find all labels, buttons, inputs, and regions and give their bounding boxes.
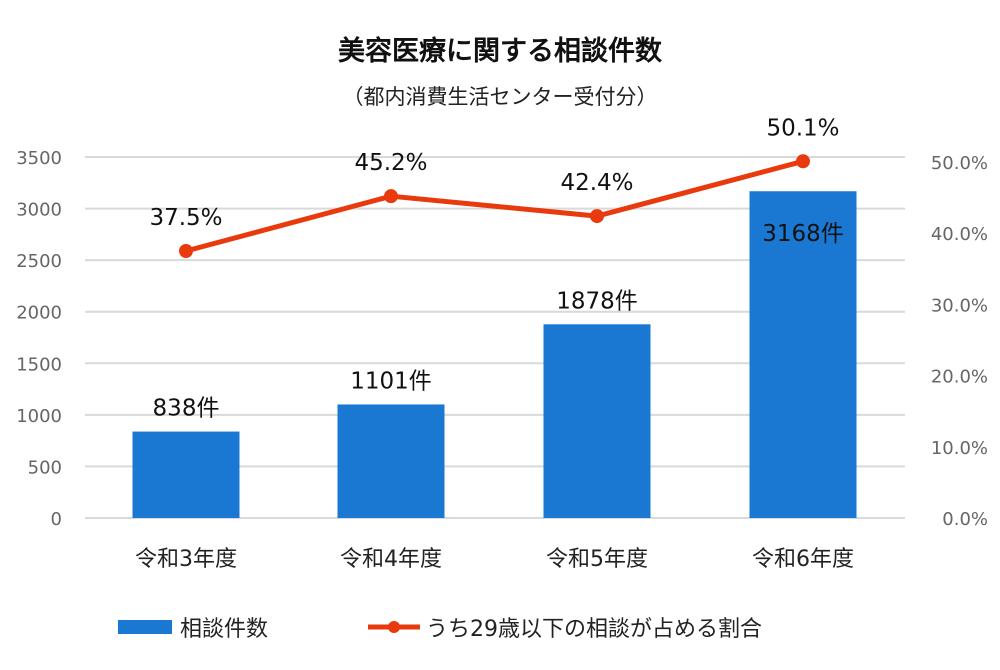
right-axis-ticks: 0.0% 10.0% 20.0% 30.0% 40.0% 50.0% [931,153,988,530]
bar [543,324,651,518]
chart-subtitle: （都内消費生活センター受付分） [343,85,658,109]
bar-data-label: 838件 [153,396,220,422]
left-tick-label: 500 [28,457,62,478]
bar [337,404,445,518]
left-tick-label: 2500 [16,251,62,272]
legend-bar-swatch [118,620,172,634]
left-tick-label: 3500 [16,148,62,169]
line-data-label: 42.4% [560,170,633,196]
line-path [185,158,804,254]
bar [132,431,240,518]
bar-data-label: 1878件 [556,288,638,314]
category-label: 令和4年度 [340,547,442,572]
legend-bar-label: 相談件数 [180,617,268,642]
left-tick-label: 2000 [16,303,62,324]
right-tick-label: 40.0% [931,224,988,245]
legend-line-label: うち29歳以下の相談が占める割合 [426,617,762,642]
chart-title: 美容医療に関する相談件数 [338,35,663,67]
right-tick-label: 30.0% [931,295,988,316]
legend-line-marker [388,621,400,633]
left-tick-label: 3000 [16,200,62,221]
right-tick-label: 50.0% [931,153,988,174]
line-point [384,189,398,204]
bar-data-label: 3168件 [762,221,844,247]
line-data-label: 37.5% [149,205,222,231]
line-point [796,154,810,169]
legend: 相談件数 うち29歳以下の相談が占める割合 [118,617,762,642]
line-data-label: 45.2% [354,150,427,176]
line-series: 37.5% 45.2% 42.4% 50.1% [149,115,840,258]
category-label: 令和6年度 [752,547,854,572]
bar [749,191,857,519]
right-tick-label: 10.0% [931,438,988,459]
category-labels: 令和3年度 令和4年度 令和5年度 令和6年度 [135,547,854,572]
line-point [590,209,604,224]
left-tick-label: 0 [51,509,62,530]
line-data-label: 50.1% [766,115,839,141]
category-label: 令和3年度 [135,547,237,572]
left-axis-ticks: 0 500 1000 1500 2000 2500 3000 3500 [16,148,62,530]
line-point [179,244,193,258]
bars: 838件 1101件 1878件 3168件 [132,191,857,519]
left-tick-label: 1500 [16,354,62,375]
left-tick-label: 1000 [16,406,62,427]
category-label: 令和5年度 [546,547,648,572]
right-tick-label: 0.0% [942,509,988,530]
bar-data-label: 1101件 [350,368,432,394]
right-tick-label: 20.0% [931,367,988,388]
